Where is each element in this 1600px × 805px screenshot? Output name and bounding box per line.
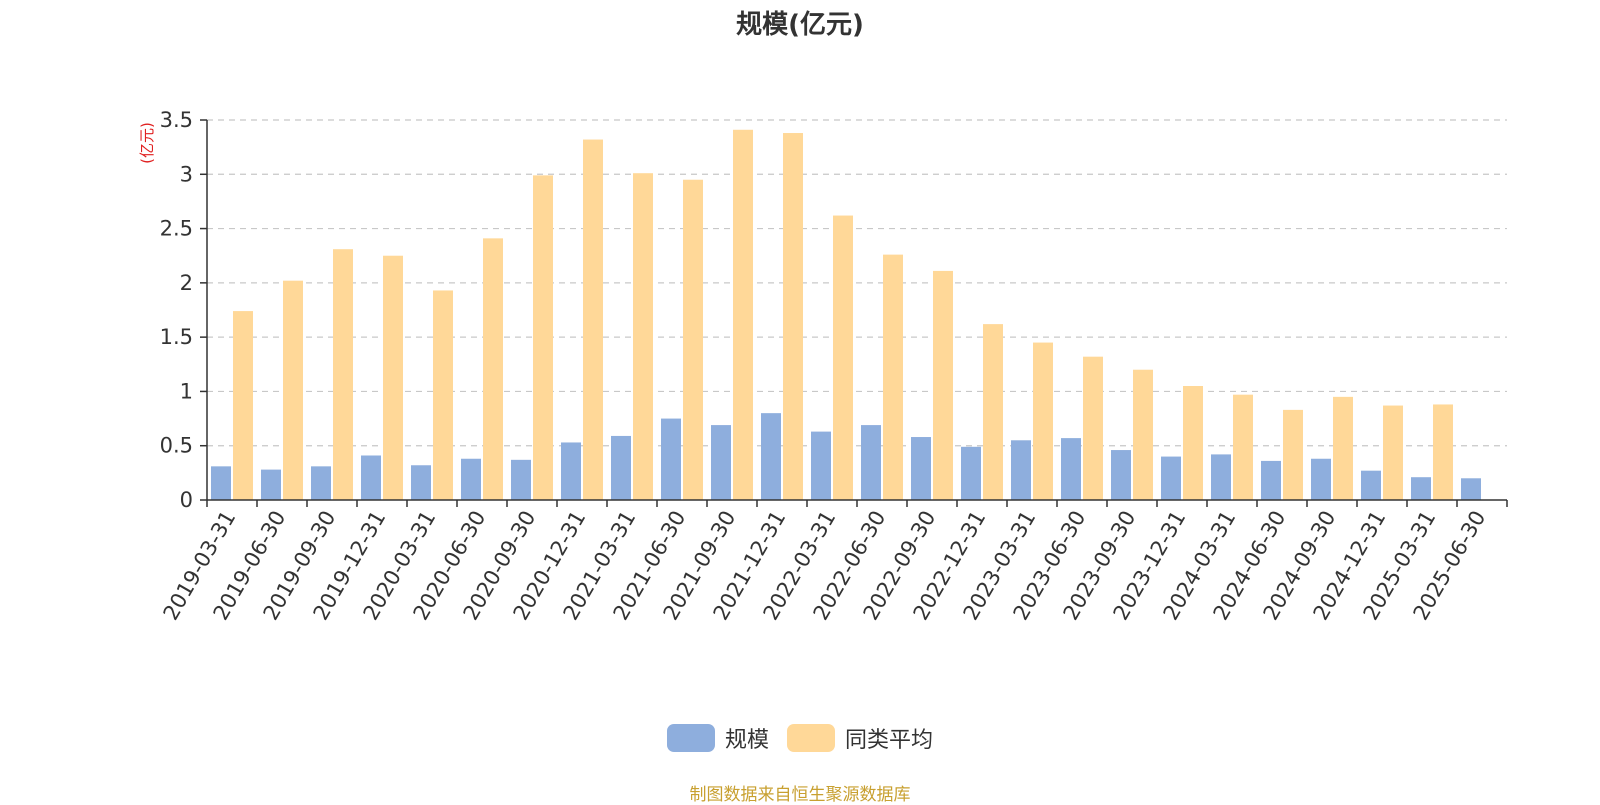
bar-scale (1061, 438, 1081, 500)
bar-scale (1411, 477, 1431, 500)
bar-peer-average (1033, 342, 1053, 500)
bar-scale (1111, 450, 1131, 500)
bar-peer-average (1333, 396, 1353, 500)
bar-peer-average (383, 255, 403, 500)
bar-scale (661, 418, 681, 500)
bar-scale (561, 442, 581, 500)
bar-peer-average (1133, 369, 1153, 500)
bar-scale (511, 459, 531, 500)
gridlines (207, 119, 1507, 447)
y-tick-label: 3 (180, 162, 193, 186)
bar-scale (961, 446, 981, 500)
bar-peer-average (933, 270, 953, 500)
bar-scale (261, 469, 281, 500)
legend-swatch-peer-average (787, 724, 835, 752)
bar-scale (711, 425, 731, 500)
bar-scale (1261, 460, 1281, 500)
bar-peer-average (333, 249, 353, 500)
legend-swatch-scale (666, 724, 715, 752)
legend-label-peer-average: 同类平均 (845, 728, 934, 753)
y-tick-label: 3.5 (160, 108, 193, 132)
bar-scale (1211, 454, 1231, 500)
bar-peer-average (733, 129, 753, 500)
bar-scale (1311, 458, 1331, 500)
bar-scale (1461, 478, 1481, 500)
bar-scale (211, 466, 231, 500)
bar-scale (411, 465, 431, 500)
axes: 00.511.522.533.52019-03-312019-06-302019… (159, 108, 1508, 624)
bar-peer-average (1283, 409, 1303, 500)
chart-title: 规模(亿元) (736, 10, 864, 40)
y-tick-label: 0 (180, 488, 193, 512)
y-tick-label: 1 (180, 379, 193, 403)
source-note: 制图数据来自恒生聚源数据库 (689, 785, 911, 805)
bar-peer-average (533, 175, 553, 500)
bar-scale (1161, 456, 1181, 500)
bar-scale (311, 466, 331, 500)
bar-scale (761, 413, 781, 500)
y-axis-unit-label: (亿元) (138, 122, 156, 164)
y-tick-label: 0.5 (160, 434, 193, 458)
bar-scale (911, 437, 931, 500)
bar-peer-average (1183, 386, 1203, 500)
bar-peer-average (583, 139, 603, 501)
bar-peer-average (883, 254, 903, 500)
y-tick-label: 1.5 (160, 325, 193, 349)
bars (211, 129, 1481, 501)
bar-peer-average (283, 280, 303, 500)
legend-item-peer-average[interactable]: 同类平均 (787, 722, 933, 754)
bar-peer-average (633, 173, 653, 500)
bar-scale (1011, 440, 1031, 500)
bar-scale (611, 435, 631, 500)
bar-peer-average (783, 133, 803, 500)
bar-peer-average (1083, 356, 1103, 500)
bar-peer-average (433, 290, 453, 500)
bar-scale (1361, 470, 1381, 500)
bar-scale (461, 458, 481, 500)
y-tick-label: 2 (180, 271, 193, 295)
bar-peer-average (833, 215, 853, 501)
bar-scale (861, 425, 881, 500)
bar-peer-average (1433, 404, 1453, 500)
bar-peer-average (683, 179, 703, 500)
bar-peer-average (233, 311, 253, 500)
legend: 规模 同类平均 (0, 722, 1600, 754)
legend-item-scale[interactable]: 规模 (666, 722, 769, 754)
bar-scale (811, 431, 831, 500)
bar-peer-average (1383, 405, 1403, 500)
legend-label-scale: 规模 (724, 728, 769, 753)
y-tick-label: 2.5 (160, 217, 193, 241)
bar-peer-average (483, 238, 503, 501)
bar-peer-average (983, 324, 1003, 500)
bar-peer-average (1233, 394, 1253, 500)
bar-scale (361, 455, 381, 500)
